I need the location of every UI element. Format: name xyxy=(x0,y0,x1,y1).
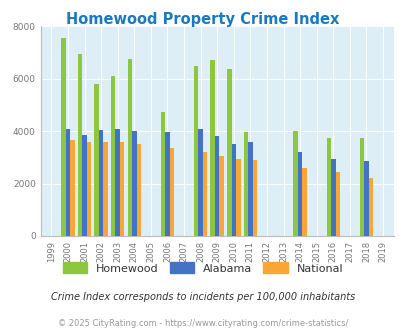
Bar xyxy=(335,172,339,236)
Bar xyxy=(293,131,297,236)
Bar xyxy=(94,84,99,236)
Bar xyxy=(66,129,70,236)
Bar xyxy=(115,129,119,236)
Bar xyxy=(87,142,91,236)
Bar xyxy=(160,112,165,236)
Bar xyxy=(119,142,124,236)
Bar xyxy=(368,178,372,236)
Bar xyxy=(297,152,302,236)
Bar xyxy=(99,130,103,236)
Bar xyxy=(214,136,219,236)
Bar xyxy=(103,142,108,236)
Bar xyxy=(210,60,214,236)
Bar xyxy=(363,161,368,236)
Bar xyxy=(235,159,240,236)
Bar xyxy=(165,132,169,236)
Bar xyxy=(247,142,252,236)
Text: Homewood Property Crime Index: Homewood Property Crime Index xyxy=(66,12,339,26)
Bar xyxy=(219,156,224,236)
Bar xyxy=(330,159,335,236)
Bar xyxy=(82,135,87,236)
Bar xyxy=(61,38,66,236)
Bar xyxy=(302,168,306,236)
Bar xyxy=(226,69,231,236)
Legend: Homewood, Alabama, National: Homewood, Alabama, National xyxy=(58,258,347,278)
Bar xyxy=(198,129,202,236)
Bar xyxy=(194,66,198,236)
Bar xyxy=(252,160,256,236)
Bar xyxy=(231,144,235,236)
Bar xyxy=(78,54,82,236)
Bar xyxy=(136,144,141,236)
Bar xyxy=(169,148,174,236)
Text: Crime Index corresponds to incidents per 100,000 inhabitants: Crime Index corresponds to incidents per… xyxy=(51,292,354,302)
Bar xyxy=(243,132,247,236)
Bar xyxy=(132,131,136,236)
Bar xyxy=(359,138,363,236)
Text: © 2025 CityRating.com - https://www.cityrating.com/crime-statistics/: © 2025 CityRating.com - https://www.city… xyxy=(58,319,347,328)
Bar xyxy=(326,138,330,236)
Bar xyxy=(202,152,207,236)
Bar xyxy=(127,59,132,236)
Bar xyxy=(70,140,75,236)
Bar xyxy=(111,76,115,236)
